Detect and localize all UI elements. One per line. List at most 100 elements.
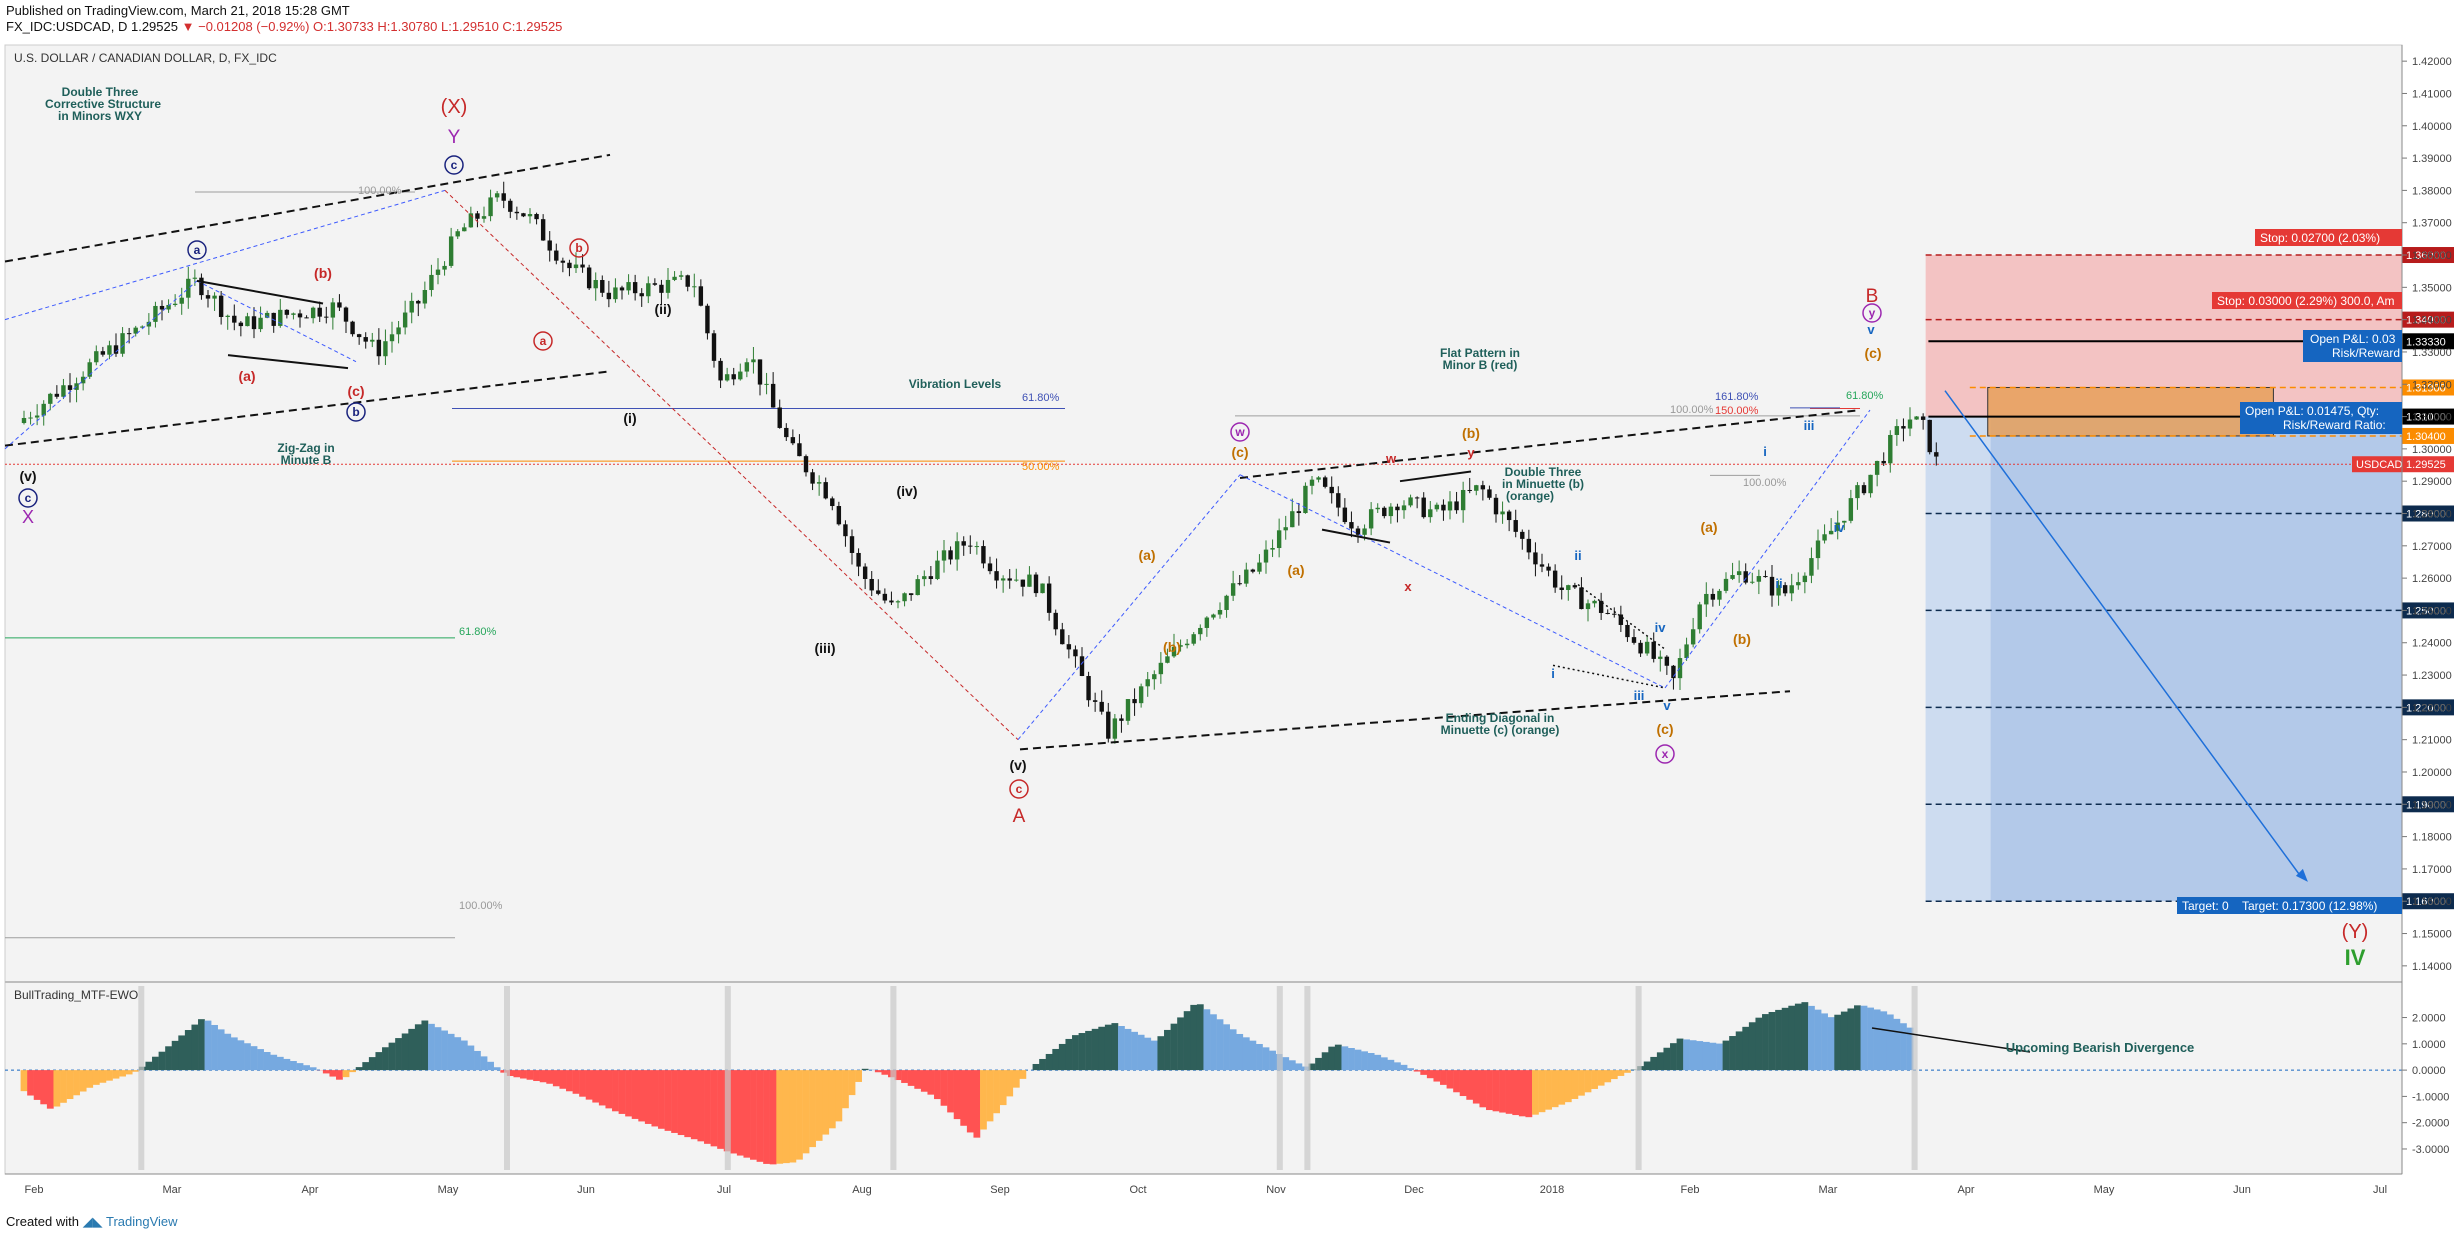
candle xyxy=(1914,416,1919,420)
candle xyxy=(1355,528,1361,535)
candle xyxy=(1178,645,1183,647)
candle xyxy=(1119,718,1124,721)
candle xyxy=(179,297,184,304)
wave-circle xyxy=(18,488,38,508)
wave-label: (v) xyxy=(1009,757,1026,773)
wave-label: a xyxy=(194,243,201,257)
candle xyxy=(961,541,966,546)
y-tick-label: 1.31000 xyxy=(2412,412,2452,424)
ewo-bar xyxy=(1374,1054,1382,1071)
ewo-bar xyxy=(1170,1023,1178,1071)
chart-canvas[interactable]: 1.36000 1.34000 1.33330 1.31900 1.31000 1.304… xyxy=(0,40,2462,1210)
candle xyxy=(692,286,697,288)
annotation-line: (orange) xyxy=(1506,489,1554,503)
candle xyxy=(1585,603,1591,610)
ewo-y-tick-label: 1.0000 xyxy=(2412,1039,2446,1051)
ewo-bar xyxy=(993,1070,1000,1114)
ewo-bar xyxy=(1098,1026,1106,1071)
annotation-double-three-minuette: Double Three in Minuette (b) (orange) xyxy=(1502,465,1584,503)
ewo-bar xyxy=(1065,1038,1073,1071)
ewo-bar xyxy=(1742,1026,1750,1071)
ewo-bar xyxy=(947,1070,954,1113)
candle xyxy=(159,305,165,310)
ewo-bar xyxy=(1801,1002,1809,1071)
candle xyxy=(895,601,901,603)
y-tick-label: 1.23000 xyxy=(2412,670,2452,682)
ewo-bar xyxy=(1617,1070,1625,1076)
wave-circle xyxy=(346,402,366,422)
wave-label: X xyxy=(22,507,34,527)
wave-label: iv xyxy=(1655,620,1667,635)
ewo-bar xyxy=(1256,1043,1263,1071)
y-tick-label: 1.15000 xyxy=(2412,929,2452,941)
wave-label: x xyxy=(1404,579,1412,594)
ewo-bar xyxy=(1315,1057,1322,1071)
ewo-bar xyxy=(664,1070,672,1131)
tradingview-logo-icon[interactable]: ◢◣ xyxy=(82,1214,103,1229)
ewo-bar xyxy=(999,1070,1007,1106)
price-level-tag-label: 1.31900 xyxy=(2406,382,2446,394)
ewo-bar xyxy=(592,1070,600,1103)
candle xyxy=(1631,637,1637,643)
ewo-bar xyxy=(966,1070,974,1133)
candle xyxy=(816,482,822,484)
candle xyxy=(291,313,296,315)
candle xyxy=(113,345,119,354)
candle xyxy=(1467,489,1472,491)
candle xyxy=(1408,497,1413,506)
ewo-bar xyxy=(1650,1056,1658,1071)
wave-label: w xyxy=(1385,451,1397,466)
candle xyxy=(1730,575,1735,579)
candle xyxy=(830,498,835,507)
wave-label: (ii) xyxy=(654,301,671,317)
ewo-bar xyxy=(1249,1040,1257,1071)
candle xyxy=(1710,593,1716,600)
ewo-bar xyxy=(1716,1043,1723,1071)
candle xyxy=(1881,460,1886,464)
ewo-bar xyxy=(1486,1070,1493,1111)
ewo-marker xyxy=(1635,986,1642,1170)
ewo-bar xyxy=(1571,1070,1579,1099)
ewo-title: BullTrading_MTF-EWO xyxy=(14,988,138,1002)
candle xyxy=(665,279,671,293)
ewo-marker xyxy=(724,986,731,1170)
candle xyxy=(1927,419,1932,453)
candle xyxy=(1257,562,1262,572)
candle xyxy=(21,417,27,424)
annotation-line: Double Three xyxy=(62,85,139,99)
ewo-bar xyxy=(283,1058,291,1071)
fib-label: 100.00% xyxy=(358,185,402,197)
ewo-bar xyxy=(625,1070,632,1117)
price-level-tag-label: 1.36000 xyxy=(2406,250,2446,262)
y-tick-label: 1.20000 xyxy=(2412,767,2452,779)
ewo-y-tick-label: -1.0000 xyxy=(2412,1091,2449,1103)
pnl1-rr: Risk/Reward xyxy=(2332,346,2400,360)
ewo-bar xyxy=(290,1061,297,1071)
target-zone-overlap xyxy=(1925,416,1991,902)
price-level-tag-label: 1.22000 xyxy=(2406,702,2446,714)
candle xyxy=(1704,593,1709,605)
ewo-bar xyxy=(395,1038,402,1071)
tradingview-link[interactable]: TradingView xyxy=(106,1214,178,1229)
wave-label: iii xyxy=(1804,418,1815,433)
wave-circle xyxy=(1230,422,1250,442)
candle xyxy=(639,293,644,297)
ewo-bar xyxy=(1157,1036,1165,1071)
ewo-bar xyxy=(1295,1063,1303,1071)
ewo-y-tick-label: 2.0000 xyxy=(2412,1013,2446,1025)
candle xyxy=(1861,485,1867,494)
ewo-bar xyxy=(434,1027,442,1071)
y-tick-label: 1.21000 xyxy=(2412,735,2452,747)
ewo-bar xyxy=(1072,1035,1079,1071)
candle xyxy=(1612,613,1617,615)
ewo-bar xyxy=(1479,1070,1487,1108)
ewo-bar xyxy=(447,1033,455,1071)
candle xyxy=(1500,511,1505,515)
candle xyxy=(28,417,33,419)
target-label: Target: 0.17300 (12.98%) xyxy=(2242,899,2377,913)
ewo-bar xyxy=(1604,1070,1612,1083)
candle xyxy=(1717,590,1722,600)
candle xyxy=(1559,587,1564,590)
ewo-bar xyxy=(828,1070,836,1129)
ewo-bar xyxy=(1361,1051,1368,1071)
